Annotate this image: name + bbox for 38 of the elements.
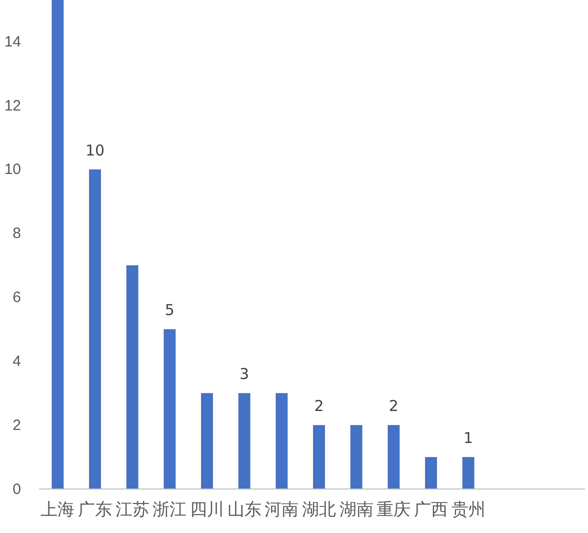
data-label: 2	[314, 397, 324, 416]
x-tick-label: 浙江	[152, 500, 187, 520]
x-tick-label: 湖北	[302, 500, 336, 520]
x-tick-label: 重庆	[376, 500, 411, 520]
y-tick-label: 6	[12, 289, 21, 306]
data-label: 3	[240, 365, 250, 384]
bar	[238, 393, 250, 489]
bar	[313, 425, 325, 489]
y-tick-label: 14	[4, 33, 21, 50]
bar	[89, 169, 101, 489]
x-tick-label: 广西	[414, 500, 448, 520]
bar	[52, 0, 64, 489]
bar	[462, 457, 474, 489]
bar	[350, 425, 362, 489]
bar	[164, 329, 176, 489]
x-tick-label: 河南	[264, 500, 299, 520]
bar	[201, 393, 213, 489]
y-tick-label: 12	[4, 97, 21, 114]
data-label: 2	[388, 397, 398, 416]
x-tick-label: 山东	[227, 500, 262, 520]
x-tick-label: 上海	[40, 500, 75, 520]
data-label: 1	[464, 429, 474, 448]
y-tick-label: 0	[12, 480, 21, 498]
y-tick-label: 10	[4, 161, 21, 178]
y-tick-label: 4	[12, 352, 21, 370]
x-tick-label: 四川	[190, 500, 224, 520]
bar	[388, 425, 400, 489]
x-tick-label: 湖南	[339, 500, 374, 520]
bar	[276, 393, 288, 489]
y-tick-label: 2	[12, 416, 21, 434]
x-tick-label: 广东	[78, 500, 112, 520]
x-tick-label: 贵州	[451, 500, 486, 520]
x-tick-label: 江苏	[115, 500, 150, 520]
data-label: 5	[164, 301, 174, 320]
y-tick-label: 8	[12, 225, 21, 242]
data-label: 10	[85, 141, 105, 160]
bar	[126, 265, 138, 489]
bar	[425, 457, 437, 489]
